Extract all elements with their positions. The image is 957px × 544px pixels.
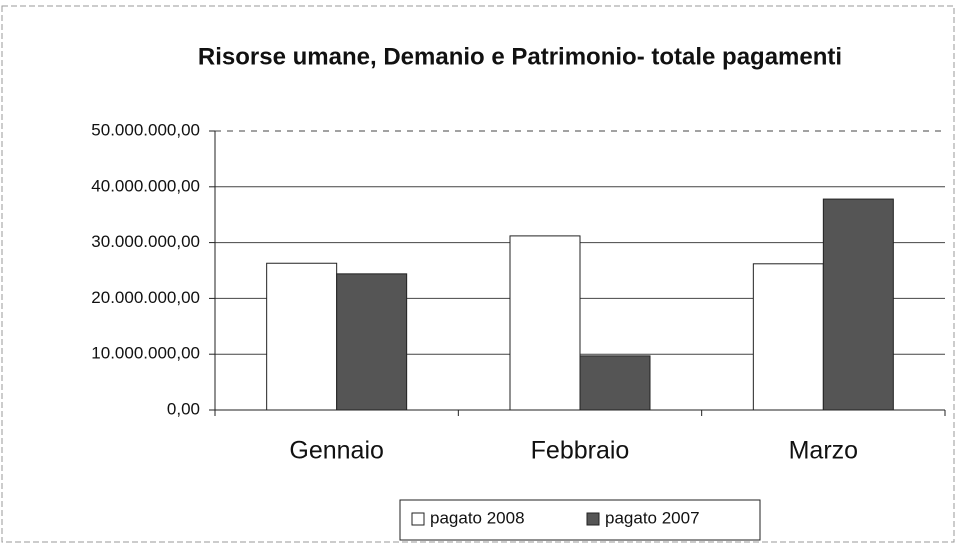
x-tick-label: Febbraio bbox=[531, 437, 630, 465]
y-tick-label: 40.000.000,00 bbox=[91, 176, 200, 195]
legend-label: pagato 2008 bbox=[430, 508, 525, 527]
bar bbox=[266, 262, 338, 411]
legend-swatch bbox=[411, 512, 425, 526]
y-tick-label: 50.000.000,00 bbox=[91, 120, 200, 139]
x-tick-label: Gennaio bbox=[289, 437, 384, 465]
y-tick-label: 0,00 bbox=[167, 399, 200, 418]
y-tick-label: 10.000.000,00 bbox=[91, 344, 200, 363]
bar bbox=[509, 235, 581, 411]
legend-label: pagato 2007 bbox=[605, 508, 700, 527]
x-tick-label: Marzo bbox=[789, 437, 858, 465]
bar bbox=[336, 273, 408, 411]
chart-title: Risorse umane, Demanio e Patrimonio- tot… bbox=[198, 43, 842, 70]
bar bbox=[822, 198, 894, 411]
chart-frame bbox=[1, 5, 955, 543]
bar bbox=[752, 263, 824, 411]
y-tick-label: 30.000.000,00 bbox=[91, 232, 200, 251]
bar bbox=[579, 355, 651, 411]
y-tick-label: 20.000.000,00 bbox=[91, 288, 200, 307]
legend-box bbox=[399, 499, 761, 541]
legend-swatch bbox=[586, 512, 600, 526]
